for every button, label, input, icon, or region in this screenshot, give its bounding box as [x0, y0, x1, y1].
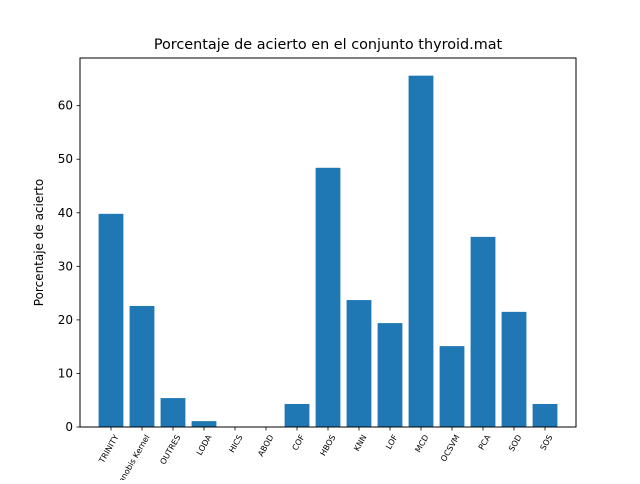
bar-cof: [284, 403, 310, 427]
bar-mahalanobis-kernel: [129, 305, 155, 427]
y-tick-label: 30: [58, 259, 73, 273]
x-tick-label: LODA: [195, 433, 214, 457]
y-tick-label: 50: [58, 152, 73, 166]
y-tick-label: 40: [58, 206, 73, 220]
x-tick-label: ABOD: [256, 433, 275, 458]
x-tick-label: HICS: [227, 433, 244, 454]
x-tick-label: OCSVM: [439, 433, 462, 463]
bar-hbos: [315, 167, 341, 427]
x-tick-label: TRINITY: [97, 433, 121, 465]
bar-trinity: [98, 213, 124, 427]
bar-mcd: [408, 75, 434, 428]
y-tick-label: 0: [65, 420, 73, 434]
bar-outres: [160, 398, 186, 427]
x-tick-label: SOD: [507, 433, 524, 453]
x-tick-label: PCA: [477, 433, 493, 452]
bar-ocsvm: [439, 346, 465, 427]
x-tick-label: OUTRES: [158, 433, 182, 466]
bar-pca: [470, 236, 496, 427]
bar-lof: [377, 323, 403, 427]
y-axis: 0 10 20 30 40 50 60: [58, 99, 80, 434]
bars-group: [98, 75, 558, 428]
bar-sos: [532, 403, 558, 427]
bar-knn: [346, 300, 372, 427]
y-tick-label: 60: [58, 99, 73, 113]
y-tick-label: 10: [58, 366, 73, 380]
bar-loda: [191, 421, 217, 427]
y-axis-label: Porcentaje de acierto: [32, 179, 46, 306]
x-tick-label: COF: [291, 433, 307, 452]
x-tick-label: LOF: [384, 433, 400, 451]
plot-frame: [79, 57, 577, 428]
x-tick-label: KNN: [352, 433, 368, 452]
x-tick-label: MCD: [413, 433, 430, 454]
x-tick-label: SOS: [539, 433, 555, 452]
chart-title: Porcentaje de acierto en el conjunto thy…: [154, 37, 503, 53]
bar-sod: [501, 311, 527, 427]
y-tick-label: 20: [58, 313, 73, 327]
x-tick-label: HBOS: [318, 433, 337, 457]
